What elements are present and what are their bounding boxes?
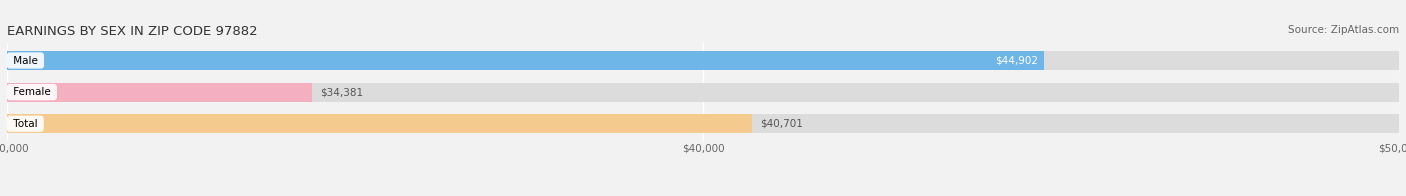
Text: EARNINGS BY SEX IN ZIP CODE 97882: EARNINGS BY SEX IN ZIP CODE 97882 bbox=[7, 25, 257, 38]
Bar bbox=[7, 83, 312, 102]
Text: Total: Total bbox=[10, 119, 41, 129]
Bar bbox=[7, 51, 1399, 70]
Text: Source: ZipAtlas.com: Source: ZipAtlas.com bbox=[1288, 25, 1399, 35]
Text: Male: Male bbox=[10, 55, 41, 65]
Bar bbox=[7, 83, 1399, 102]
Bar bbox=[7, 51, 1045, 70]
Bar bbox=[7, 114, 1399, 133]
Text: Female: Female bbox=[10, 87, 53, 97]
Text: $44,902: $44,902 bbox=[995, 55, 1039, 65]
Bar bbox=[7, 114, 752, 133]
Text: $34,381: $34,381 bbox=[321, 87, 363, 97]
Text: $40,701: $40,701 bbox=[761, 119, 803, 129]
